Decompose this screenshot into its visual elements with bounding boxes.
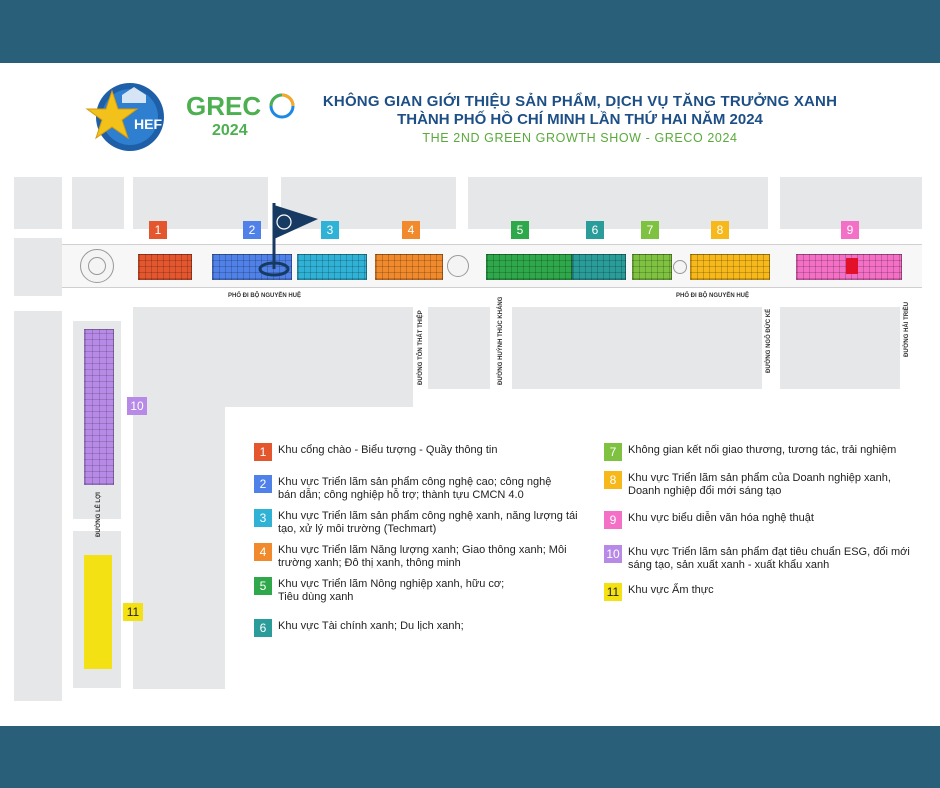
legend-label: Khu vực Ẩm thực bbox=[628, 584, 714, 596]
legend-label: Khu vực Tài chính xanh; Du lịch xanh; bbox=[278, 620, 464, 632]
subtitle: THE 2ND GREEN GROWTH SHOW - GRECO 2024 bbox=[422, 131, 738, 145]
map-badge-1: 1 bbox=[149, 221, 167, 239]
zone-11-area bbox=[84, 555, 112, 669]
hef-logo: HEF bbox=[85, 83, 164, 151]
block bbox=[428, 307, 490, 389]
zone-8-area bbox=[690, 254, 770, 280]
map-badge-7: 7 bbox=[641, 221, 659, 239]
legend-badge: 5 bbox=[254, 577, 272, 595]
legend-label: Khu vực Triển lãm Nông nghiệp xanh, hữu … bbox=[278, 578, 505, 603]
block bbox=[133, 407, 225, 689]
event-map-poster: HEF GREC 2024 KHÔNG GIAN GIỚI THIỆU SẢN … bbox=[0, 63, 940, 726]
title-line-2: THÀNH PHỐ HỒ CHÍ MINH LẦN THỨ HAI NĂM 20… bbox=[397, 111, 763, 128]
map-badge-5: 5 bbox=[511, 221, 529, 239]
zone-6-area bbox=[572, 254, 626, 280]
legend-label: Khu vực Triển lãm sản phẩm công nghệ cao… bbox=[278, 476, 552, 501]
legend-badge: 10 bbox=[604, 545, 622, 563]
zone-7-area bbox=[632, 254, 672, 280]
map-badge-4: 4 bbox=[402, 221, 420, 239]
block bbox=[133, 307, 413, 407]
zone-4-area bbox=[375, 254, 443, 280]
small-circle bbox=[673, 260, 687, 274]
block bbox=[133, 177, 268, 229]
map-badge-6: 6 bbox=[586, 221, 604, 239]
map-badge-10: 10 bbox=[127, 397, 147, 415]
block bbox=[14, 238, 62, 296]
zone-1-area bbox=[138, 254, 192, 280]
legend-badge: 7 bbox=[604, 443, 622, 461]
zone-10-area bbox=[84, 329, 114, 485]
block bbox=[512, 307, 762, 389]
map-badge-9: 9 bbox=[841, 221, 859, 239]
greco-2024-logo: GREC 2024 bbox=[186, 91, 295, 139]
legend-badge: 2 bbox=[254, 475, 272, 493]
legend-badge: 9 bbox=[604, 511, 622, 529]
bottom-band bbox=[0, 726, 940, 788]
legend-label: Khu vực Triển lãm Năng lượng xanh; Giao … bbox=[278, 544, 567, 569]
legend-label: Không gian kết nối giao thương, tương tá… bbox=[628, 444, 897, 456]
site-map: 1 2 3 4 5 6 7 8 9 10 11 PHỐ ĐI BỘ NGUYỄN… bbox=[0, 63, 940, 726]
legend-label: Khu cổng chào - Biểu tượng - Quầy thông … bbox=[278, 444, 498, 456]
svg-text:GREC: GREC bbox=[186, 91, 261, 121]
location-flag-icon bbox=[258, 203, 318, 277]
legend-badge: 3 bbox=[254, 509, 272, 527]
legend-label: Khu vực biểu diễn văn hóa nghệ thuật bbox=[628, 512, 814, 524]
stage-marker bbox=[846, 258, 858, 274]
roundabout-circle bbox=[447, 255, 469, 277]
street-label-huynh-thuc-khang: ĐƯỜNG HUỲNH THÚC KHÁNG bbox=[498, 296, 504, 385]
legend-badge: 1 bbox=[254, 443, 272, 461]
legend-badge: 11 bbox=[604, 583, 622, 601]
block bbox=[780, 177, 922, 229]
legend-badge: 8 bbox=[604, 471, 622, 489]
map-badge-3: 3 bbox=[321, 221, 339, 239]
block bbox=[14, 177, 62, 229]
block bbox=[14, 311, 62, 701]
svg-text:2024: 2024 bbox=[212, 122, 248, 139]
zone-3-area bbox=[297, 254, 367, 280]
street-label-nguyen-hue-left: PHỐ ĐI BỘ NGUYỄN HUỆ bbox=[228, 293, 302, 299]
legend-badge: 4 bbox=[254, 543, 272, 561]
svg-text:HEF: HEF bbox=[134, 116, 162, 132]
street-label-le-loi: ĐƯỜNG LÊ LỢI bbox=[96, 492, 102, 537]
map-badge-2: 2 bbox=[243, 221, 261, 239]
legend-label: Khu vực Triển lãm sản phẩm công nghệ xan… bbox=[278, 510, 578, 535]
zone-2-area bbox=[212, 254, 292, 280]
legend-label: Khu vực Triển lãm sản phẩm đạt tiêu chuẩ… bbox=[628, 546, 910, 571]
street-label-nguyen-hue-right: PHỐ ĐI BỘ NGUYỄN HUỆ bbox=[676, 293, 750, 299]
map-badge-11: 11 bbox=[123, 603, 143, 621]
block bbox=[468, 177, 768, 229]
street-label-ngo-duc-ke: ĐƯỜNG NGÔ ĐỨC KẾ bbox=[766, 308, 772, 373]
street-label-hai-trieu: ĐƯỜNG HẢI TRIỀU bbox=[904, 301, 910, 357]
fountain-circle bbox=[80, 249, 114, 283]
zone-5-area bbox=[486, 254, 572, 280]
block bbox=[780, 307, 900, 389]
map-badge-8: 8 bbox=[711, 221, 729, 239]
block bbox=[72, 177, 124, 229]
fountain-inner bbox=[88, 257, 106, 275]
top-band bbox=[0, 0, 940, 63]
legend-label: Khu vực Triển lãm sản phẩm của Doanh ngh… bbox=[628, 472, 891, 497]
street-label-ton-that-thiep: ĐƯỜNG TÔN THẤT THIỆP bbox=[418, 310, 424, 385]
legend-badge: 6 bbox=[254, 619, 272, 637]
title-line-1: KHÔNG GIAN GIỚI THIỆU SẢN PHẨM, DỊCH VỤ … bbox=[322, 93, 838, 110]
